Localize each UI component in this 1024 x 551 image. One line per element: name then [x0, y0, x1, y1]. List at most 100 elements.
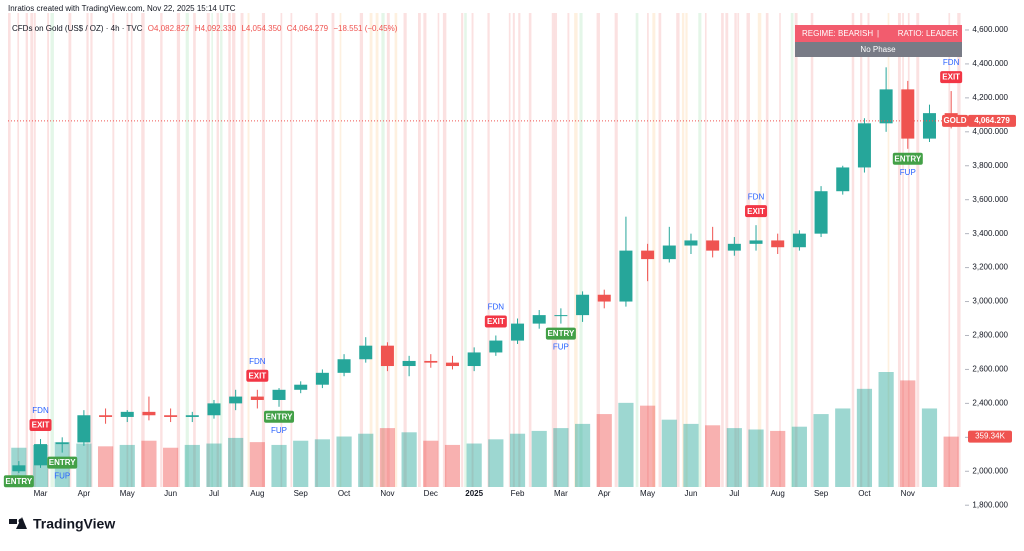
y-tick-label: 2,800.000 [972, 331, 1008, 340]
brand-logo [9, 519, 17, 524]
stripe [130, 13, 133, 487]
stripe [907, 13, 910, 487]
stripe [220, 13, 223, 487]
candle-body [272, 389, 286, 400]
signal-label: ENTRY [5, 477, 32, 486]
volume-bar [444, 444, 461, 487]
stripe [508, 13, 511, 487]
y-tick-label: 4,600.000 [972, 25, 1008, 34]
x-tick-label: Jul [729, 489, 739, 498]
x-tick-label: Oct [858, 489, 871, 498]
candle-body [641, 250, 655, 260]
stripe [17, 13, 20, 487]
candle-body [706, 240, 720, 251]
stripe [394, 13, 398, 487]
volume-bar [228, 437, 244, 487]
candle-body [467, 352, 481, 367]
x-tick-label: Feb [511, 489, 525, 498]
stripe [676, 13, 680, 487]
candle-body [402, 360, 416, 367]
signal-label: ENTRY [894, 154, 921, 163]
volume-bar [878, 372, 894, 487]
symbol-tag-bg [942, 114, 968, 127]
regime-box [795, 25, 962, 42]
x-tick-label: Apr [598, 489, 611, 498]
candle-body [511, 323, 525, 341]
stripe [25, 13, 28, 487]
volume-bar [726, 428, 742, 487]
x-tick-label: Sep [814, 489, 829, 498]
volume-bar [705, 425, 721, 487]
stripe [698, 13, 702, 487]
stripe [68, 13, 72, 487]
regime-separator: | [877, 29, 879, 38]
stripe [887, 13, 890, 487]
stripe [423, 13, 427, 487]
x-tick-label: Jul [209, 489, 219, 498]
stripe [635, 13, 639, 487]
stripe [948, 13, 951, 487]
signal-label: ENTRY [266, 412, 293, 421]
candle-body [727, 243, 741, 251]
stripe [8, 13, 11, 487]
y-tick-label: 3,800.000 [972, 161, 1008, 170]
volume-bar [748, 429, 764, 487]
candle-body [619, 250, 633, 302]
stripe [232, 13, 236, 487]
candle-body [185, 415, 199, 417]
price-tag: 4,064.279 [974, 116, 1010, 125]
stripe [574, 13, 578, 487]
volume-bar [661, 419, 677, 487]
signal-badge [47, 456, 78, 469]
volume-bar [943, 436, 959, 487]
candle-body [77, 415, 91, 443]
x-tick-label: Jun [685, 489, 698, 498]
attribution: Inratios created with TradingView.com, N… [8, 4, 236, 13]
stripe [957, 13, 961, 487]
signal-note: FUP [271, 426, 287, 435]
stripe [658, 13, 662, 487]
volume-bar [336, 436, 352, 487]
x-tick-label: Apr [78, 489, 91, 498]
volume-bar [531, 430, 547, 487]
stripe [141, 13, 145, 487]
stripe [442, 13, 447, 487]
y-tick-label: 3,600.000 [972, 195, 1008, 204]
x-tick-label: Aug [771, 489, 785, 498]
y-tick-label: 3,000.000 [972, 297, 1008, 306]
x-tick-label: Mar [554, 489, 568, 498]
x-tick-label: Sep [294, 489, 309, 498]
stripe [779, 13, 781, 487]
candle-body [857, 123, 871, 168]
stripe [596, 13, 600, 487]
x-tick-label: May [120, 489, 135, 498]
signal-badge [264, 410, 295, 423]
stripe [403, 13, 407, 487]
y-tick-label: 4,000.000 [972, 127, 1008, 136]
stripe [261, 13, 266, 487]
volume-bar [509, 433, 526, 487]
volume-bar [119, 444, 135, 487]
candle-body [662, 245, 676, 260]
stripe [112, 13, 115, 487]
stripe [315, 13, 318, 487]
stripe [794, 13, 798, 487]
x-tick-label: 2025 [465, 489, 483, 498]
stripe [685, 13, 688, 487]
plot-area [11, 67, 959, 487]
volume-bar [249, 442, 265, 487]
stripe [50, 13, 54, 487]
stripe [551, 13, 555, 487]
stripe [860, 13, 863, 487]
x-tick-label: Oct [338, 489, 351, 498]
brand: TradingView [9, 516, 115, 532]
candle-body [294, 384, 308, 390]
candle-body [749, 240, 763, 244]
stripe [30, 13, 34, 487]
candle-body [489, 340, 503, 353]
signal-label: EXIT [942, 73, 960, 82]
y-tick-label: 1,800.000 [972, 500, 1008, 509]
signal-label: EXIT [487, 317, 505, 326]
stripe [359, 13, 364, 487]
